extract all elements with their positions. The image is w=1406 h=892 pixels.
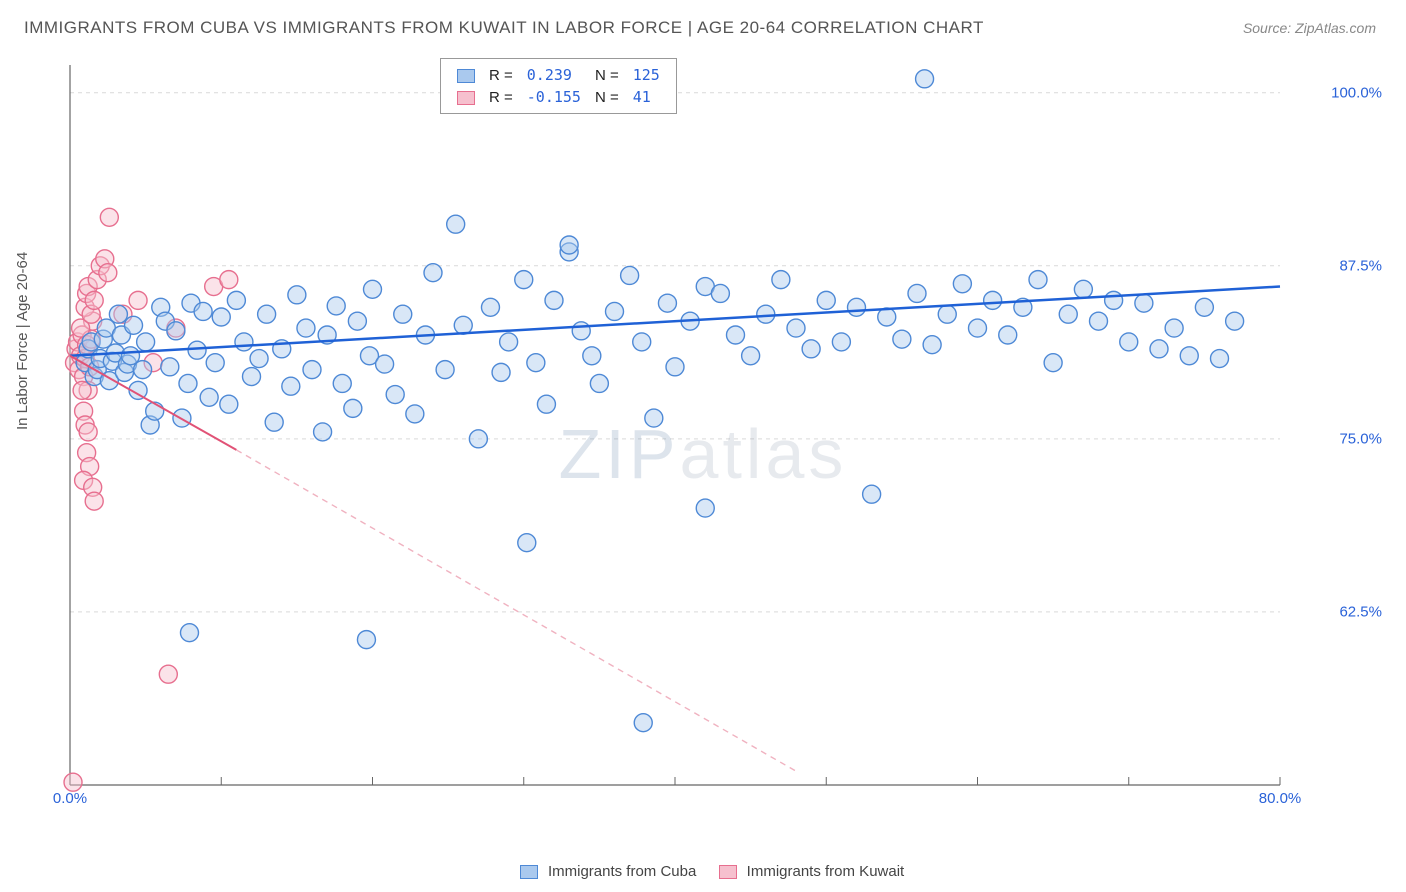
- r-label-cuba: R =: [483, 65, 519, 85]
- scatter-chart-svg: [60, 55, 1360, 815]
- r-value-cuba: 0.239: [521, 65, 587, 85]
- stat-row-kuwait: R = -0.155 N = 41: [451, 87, 666, 107]
- y-tick-label: 100.0%: [1331, 84, 1382, 101]
- n-value-cuba: 125: [627, 65, 666, 85]
- y-tick-label: 62.5%: [1339, 603, 1382, 620]
- n-label-cuba: N =: [589, 65, 625, 85]
- stat-row-cuba: R = 0.239 N = 125: [451, 65, 666, 85]
- swatch-cuba-icon: [457, 69, 475, 83]
- legend: Immigrants from Cuba Immigrants from Kuw…: [0, 863, 1406, 880]
- n-label-kuwait: N =: [589, 87, 625, 107]
- y-axis-label: In Labor Force | Age 20-64: [14, 252, 31, 430]
- r-value-kuwait: -0.155: [521, 87, 587, 107]
- source-prefix: Source:: [1243, 20, 1295, 36]
- y-tick-label: 87.5%: [1339, 257, 1382, 274]
- source-attribution: Source: ZipAtlas.com: [1243, 20, 1376, 36]
- x-tick-label: 0.0%: [53, 790, 87, 807]
- legend-label-cuba: Immigrants from Cuba: [548, 863, 696, 880]
- chart-area: [60, 55, 1360, 815]
- chart-title: IMMIGRANTS FROM CUBA VS IMMIGRANTS FROM …: [24, 18, 984, 38]
- y-tick-label: 75.0%: [1339, 430, 1382, 447]
- legend-label-kuwait: Immigrants from Kuwait: [747, 863, 905, 880]
- legend-swatch-kuwait-icon: [719, 865, 737, 879]
- x-tick-label: 80.0%: [1259, 790, 1302, 807]
- r-label-kuwait: R =: [483, 87, 519, 107]
- n-value-kuwait: 41: [627, 87, 666, 107]
- legend-swatch-cuba-icon: [520, 865, 538, 879]
- swatch-kuwait-icon: [457, 91, 475, 105]
- correlation-stats-box: R = 0.239 N = 125 R = -0.155 N = 41: [440, 58, 677, 114]
- source-link[interactable]: ZipAtlas.com: [1295, 20, 1376, 36]
